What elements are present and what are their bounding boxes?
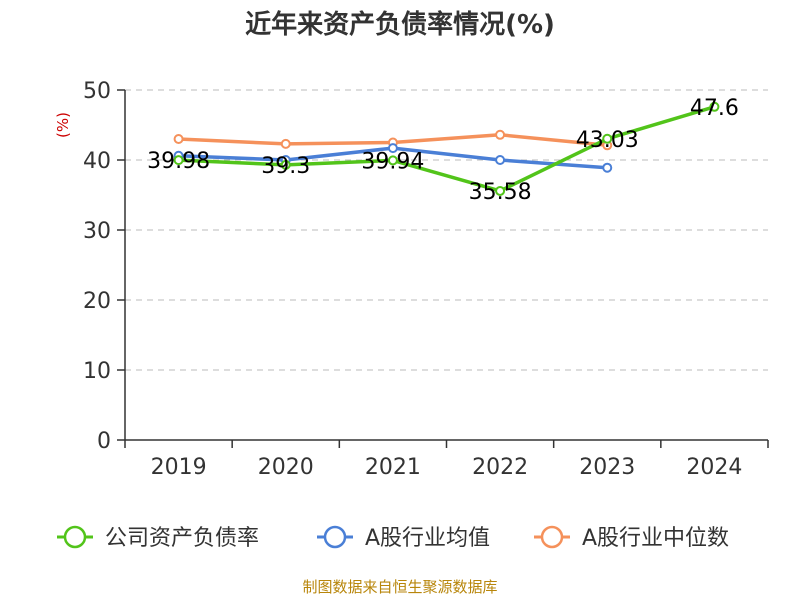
data-label: 39.3: [261, 154, 310, 179]
y-tick-label: 0: [97, 429, 111, 454]
data-point: [602, 162, 613, 173]
data-labels: 39.98 39.3 39.94 35.58 43.03 47.6: [147, 96, 739, 205]
axes: 0 10 20 30 40 50 2019 2020 2021 2022 2023 2024: [83, 79, 769, 480]
data-point: [173, 134, 184, 144]
data-point: [387, 143, 398, 154]
data-point: [280, 159, 291, 170]
data-point: [387, 155, 398, 166]
data-label: 35.58: [469, 180, 532, 205]
series-line: [178, 105, 715, 193]
data-point: [495, 129, 506, 140]
y-tick-label: 50: [83, 79, 111, 104]
x-tick-label: 2019: [151, 455, 207, 480]
x-tick-label: 2020: [258, 455, 314, 480]
x-tick-label: 2024: [686, 455, 742, 480]
legend: 公司资产负债率 A股行业均值 A股行业中位数: [57, 525, 729, 551]
data-point: [495, 155, 506, 165]
x-tick-label: 2022: [472, 455, 528, 480]
data-label: 47.6: [690, 96, 739, 121]
legend-label: A股行业中位数: [582, 526, 729, 551]
legend-item: 公司资产负债率: [57, 525, 259, 551]
x-tick-label: 2023: [579, 455, 635, 480]
series-lines: [173, 101, 720, 196]
legend-item: A股行业均值: [317, 525, 490, 551]
y-axis-label: (%): [54, 112, 72, 138]
y-tick-label: 40: [83, 149, 111, 174]
chart-title: 近年来资产负债率情况(%): [245, 9, 555, 40]
grid-lines: [125, 89, 768, 371]
data-label: 43.03: [576, 128, 639, 153]
source-note: 制图数据来自恒生聚源数据库: [302, 578, 497, 596]
data-point: [280, 138, 291, 149]
y-tick-label: 20: [83, 289, 111, 314]
y-tick-label: 30: [83, 219, 111, 244]
legend-marker: [63, 525, 87, 549]
data-point: [709, 101, 720, 112]
x-tick-label: 2021: [365, 455, 421, 480]
legend-item: A股行业中位数: [534, 525, 729, 551]
legend-label: A股行业均值: [365, 526, 490, 551]
data-point: [173, 155, 184, 166]
data-label: 39.98: [147, 149, 210, 174]
data-point: [495, 185, 506, 196]
data-label: 39.94: [361, 149, 424, 174]
legend-label: 公司资产负债率: [105, 526, 259, 551]
data-point: [602, 133, 613, 144]
legend-marker: [540, 525, 564, 549]
legend-marker: [323, 525, 347, 549]
y-tick-label: 10: [83, 359, 111, 384]
